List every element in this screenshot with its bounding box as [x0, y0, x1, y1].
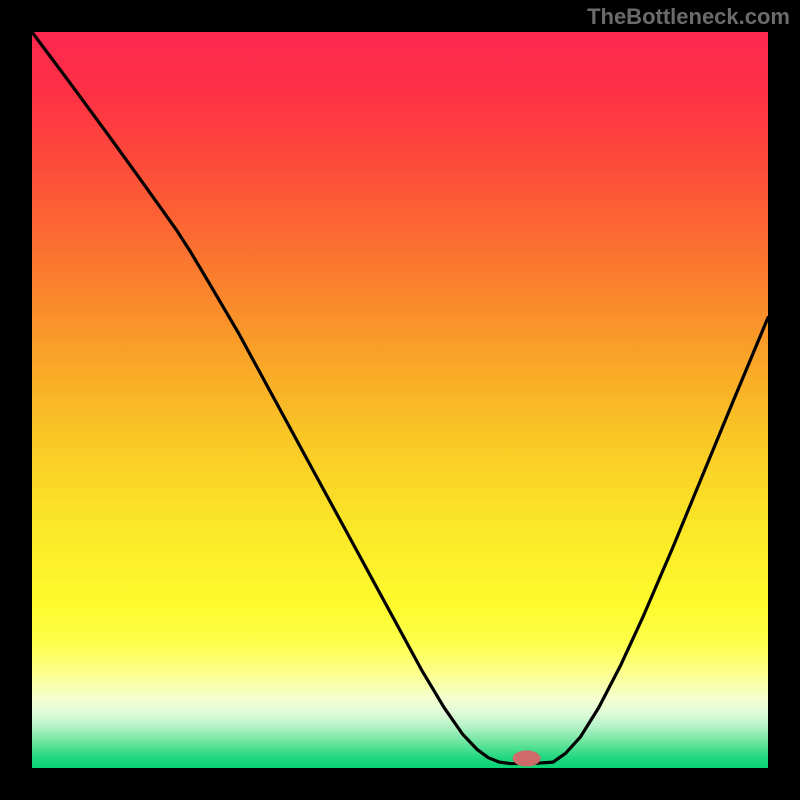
optimal-marker: [513, 750, 541, 766]
gradient-background: [32, 32, 768, 768]
watermark-text: TheBottleneck.com: [587, 4, 790, 30]
chart-container: TheBottleneck.com: [0, 0, 800, 800]
bottleneck-chart: [0, 0, 800, 800]
